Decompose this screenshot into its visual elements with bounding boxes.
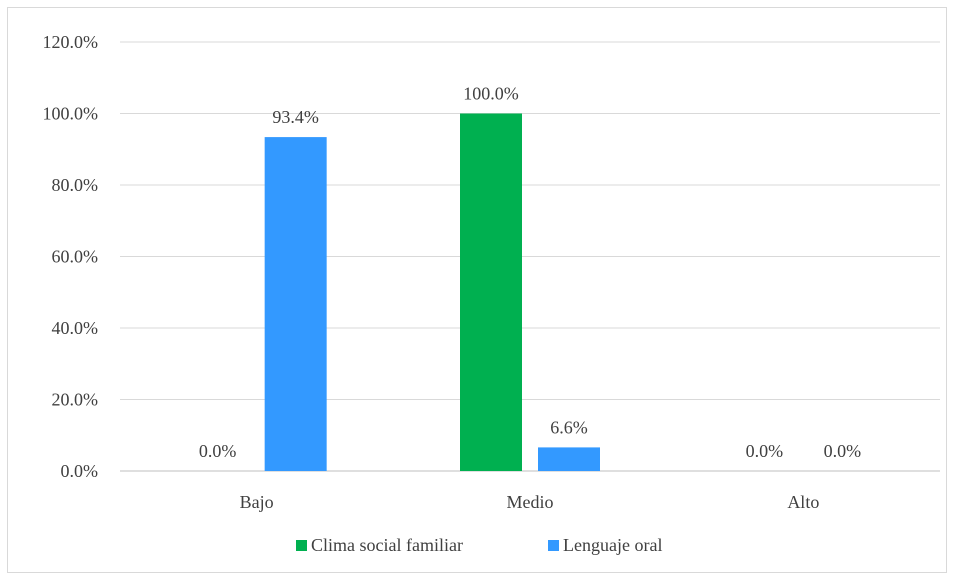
y-tick-label: 80.0% xyxy=(52,175,99,195)
y-tick-label: 120.0% xyxy=(43,32,99,52)
legend-swatch xyxy=(548,540,559,551)
x-tick-label: Alto xyxy=(787,492,819,512)
x-tick-label: Medio xyxy=(507,492,554,512)
y-tick-label: 100.0% xyxy=(43,104,99,124)
y-tick-label: 40.0% xyxy=(52,318,99,338)
legend-swatch xyxy=(296,540,307,551)
x-tick-label: Bajo xyxy=(240,492,274,512)
data-label: 6.6% xyxy=(550,417,588,437)
y-tick-label: 0.0% xyxy=(61,461,99,481)
data-label: 93.4% xyxy=(272,107,319,127)
data-label: 0.0% xyxy=(199,441,237,461)
y-tick-label: 20.0% xyxy=(52,390,99,410)
bar-lenguaje-oral xyxy=(538,447,600,471)
data-label: 0.0% xyxy=(824,441,862,461)
legend-label: Lenguaje oral xyxy=(563,535,662,555)
bar-lenguaje-oral xyxy=(264,137,327,471)
data-label: 0.0% xyxy=(746,441,784,461)
y-tick-label: 60.0% xyxy=(52,247,99,267)
bar-clima-social-familiar xyxy=(460,113,522,471)
legend-label: Clima social familiar xyxy=(311,535,463,555)
data-label: 100.0% xyxy=(463,84,519,104)
